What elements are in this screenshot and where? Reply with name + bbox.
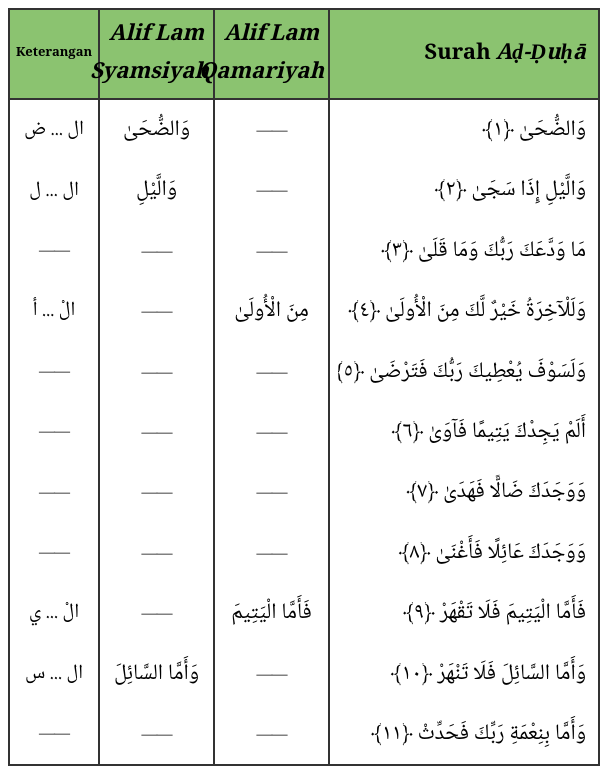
- cell-syamsiyah: وَأَمَّا السَّائِلَ: [99, 644, 214, 704]
- cell-surah: وَأَمَّا السَّائِلَ فَلَا تَنْهَرْ ﴿١٠﴾: [329, 644, 599, 704]
- cell-qamariyah: فَأَمَّا الْيَتِيمَ: [214, 583, 329, 643]
- cell-syamsiyah: ——: [99, 342, 214, 402]
- cell-surah: وَوَجَدَكَ ضَالًّا فَهَدَىٰ ﴿٧﴾: [329, 462, 599, 522]
- cell-qamariyah: ——: [214, 704, 329, 765]
- table-row: ال ... لوَالَّيْلِ——وَالَّيْلِ إِذَا سَج…: [9, 160, 599, 220]
- cell-keterangan: الْ ... أ: [9, 281, 99, 341]
- cell-syamsiyah: ——: [99, 402, 214, 462]
- cell-syamsiyah: ——: [99, 583, 214, 643]
- cell-keterangan: الْ ... ي: [9, 583, 99, 643]
- cell-keterangan: ——: [9, 221, 99, 281]
- cell-syamsiyah: ——: [99, 281, 214, 341]
- cell-syamsiyah: ——: [99, 221, 214, 281]
- header-surah: Surah Aḍ-Ḍuḥā: [329, 9, 599, 99]
- cell-qamariyah: مِنَ الْأُولَىٰ: [214, 281, 329, 341]
- cell-qamariyah: ——: [214, 402, 329, 462]
- header-keterangan: Keterangan: [9, 9, 99, 99]
- cell-qamariyah: ——: [214, 221, 329, 281]
- cell-surah: فَأَمَّا الْيَتِيمَ فَلَا تَقْهَرْ ﴿٩﴾: [329, 583, 599, 643]
- cell-qamariyah: ——: [214, 462, 329, 522]
- cell-surah: وَوَجَدَكَ عَائِلًا فَأَغْنَىٰ ﴿٨﴾: [329, 523, 599, 583]
- table-row: الْ ... أ——مِنَ الْأُولَىٰوَلَلْآخِرَةُ …: [9, 281, 599, 341]
- header-qamariyah: Alif Lam Qamariyah: [214, 9, 329, 99]
- table-row: ——————وَوَجَدَكَ ضَالًّا فَهَدَىٰ ﴿٧﴾: [9, 462, 599, 522]
- table-row: ——————مَا وَدَّعَكَ رَبُّكَ وَمَا قَلَىٰ…: [9, 221, 599, 281]
- cell-keterangan: ال ... ل: [9, 160, 99, 220]
- cell-qamariyah: ——: [214, 160, 329, 220]
- header-surah-prefix: Surah: [424, 35, 495, 73]
- cell-qamariyah: ——: [214, 342, 329, 402]
- cell-keterangan: ——: [9, 462, 99, 522]
- cell-surah: وَلَلْآخِرَةُ خَيْرٌ لَّكَ مِنَ الْأُولَ…: [329, 281, 599, 341]
- table-row: الْ ... ي——فَأَمَّا الْيَتِيمَفَأَمَّا ا…: [9, 583, 599, 643]
- cell-keterangan: ——: [9, 523, 99, 583]
- cell-qamariyah: ——: [214, 644, 329, 704]
- cell-keterangan: ——: [9, 704, 99, 765]
- cell-syamsiyah: ——: [99, 523, 214, 583]
- table-row: ال ... ضوَالضُّحَىٰ——وَالضُّحَىٰ ﴿١﴾: [9, 99, 599, 160]
- cell-qamariyah: ——: [214, 99, 329, 160]
- header-syamsiyah: Alif Lam Syamsiyah: [99, 9, 214, 99]
- cell-surah: وَالَّيْلِ إِذَا سَجَىٰ ﴿٢﴾: [329, 160, 599, 220]
- cell-syamsiyah: وَالضُّحَىٰ: [99, 99, 214, 160]
- cell-keterangan: ——: [9, 342, 99, 402]
- cell-keterangan: ——: [9, 402, 99, 462]
- table-row: ——————أَلَمْ يَجِدْكَ يَتِيمًا فَآوَىٰ ﴿…: [9, 402, 599, 462]
- cell-keterangan: ال ... ض: [9, 99, 99, 160]
- table-row: ——————وَلَسَوْفَ يُعْطِيكَ رَبُّكَ فَتَر…: [9, 342, 599, 402]
- cell-surah: وَأَمَّا بِنِعْمَةِ رَبِّكَ فَحَدِّثْ ﴿١…: [329, 704, 599, 765]
- cell-surah: مَا وَدَّعَكَ رَبُّكَ وَمَا قَلَىٰ ﴿٣﴾: [329, 221, 599, 281]
- cell-syamsiyah: وَالَّيْلِ: [99, 160, 214, 220]
- cell-keterangan: ال ... س: [9, 644, 99, 704]
- header-surah-name: Aḍ-Ḍuḥā: [496, 35, 586, 73]
- alif-lam-table: Keterangan Alif Lam Syamsiyah Alif Lam Q…: [8, 8, 600, 766]
- table-row: ——————وَوَجَدَكَ عَائِلًا فَأَغْنَىٰ ﴿٨﴾: [9, 523, 599, 583]
- table-row: ال ... سوَأَمَّا السَّائِلَ——وَأَمَّا ال…: [9, 644, 599, 704]
- cell-syamsiyah: ——: [99, 704, 214, 765]
- cell-surah: وَالضُّحَىٰ ﴿١﴾: [329, 99, 599, 160]
- header-row: Keterangan Alif Lam Syamsiyah Alif Lam Q…: [9, 9, 599, 99]
- cell-surah: أَلَمْ يَجِدْكَ يَتِيمًا فَآوَىٰ ﴿٦﴾: [329, 402, 599, 462]
- cell-syamsiyah: ——: [99, 462, 214, 522]
- cell-qamariyah: ——: [214, 523, 329, 583]
- table-row: ——————وَأَمَّا بِنِعْمَةِ رَبِّكَ فَحَدِ…: [9, 704, 599, 765]
- table-body: ال ... ضوَالضُّحَىٰ——وَالضُّحَىٰ ﴿١﴾ال .…: [9, 99, 599, 765]
- cell-surah: وَلَسَوْفَ يُعْطِيكَ رَبُّكَ فَتَرْضَىٰ …: [329, 342, 599, 402]
